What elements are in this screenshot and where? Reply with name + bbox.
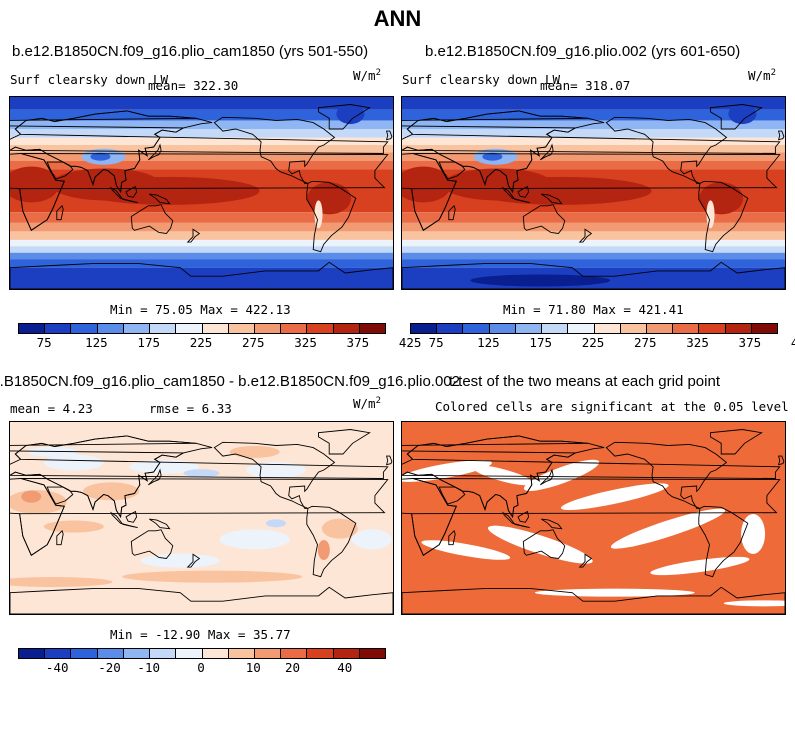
panel3-colorbar-ticks: -40 -20 -10 0 10 20 40 xyxy=(18,660,384,675)
colorbar-swatch xyxy=(489,324,516,333)
colorbar-tick-label: 325 xyxy=(686,335,709,350)
colorbar-tick-label: -10 xyxy=(137,660,160,675)
panel4-title: t-test of the two means at each grid poi… xyxy=(449,373,720,390)
panel2-colorbar xyxy=(410,323,778,334)
colorbar-swatch xyxy=(281,649,308,658)
colorbar-tick-label: 275 xyxy=(241,335,265,350)
colorbar-tick-label: 225 xyxy=(581,335,605,350)
colorbar-swatch xyxy=(123,649,151,658)
colorbar-tick-label: 125 xyxy=(477,335,500,350)
figure-title: ANN xyxy=(373,6,422,31)
panel2-map xyxy=(401,96,786,290)
colorbar-tick-label: 75 xyxy=(428,335,444,350)
colorbar-swatch xyxy=(699,324,726,333)
colorbar-swatch xyxy=(123,324,151,333)
colorbar-swatch xyxy=(19,649,46,658)
colorbar-swatch xyxy=(97,649,124,658)
colorbar-swatch xyxy=(97,324,124,333)
colorbar-swatch xyxy=(254,649,282,658)
panel1-minmax: Min = 75.05 Max = 422.13 xyxy=(110,302,291,317)
panel2-map-field xyxy=(402,97,785,289)
panel3-mean: mean = 4.23 xyxy=(10,401,93,416)
panel1-units: W/m2 xyxy=(353,68,381,84)
colorbar-swatch xyxy=(359,324,386,333)
colorbar-tick-label: 175 xyxy=(529,335,552,350)
colorbar-swatch xyxy=(333,324,360,333)
panel1-variable: Surf clearsky down LW xyxy=(10,72,169,87)
colorbar-tick-label: -20 xyxy=(98,660,121,675)
colorbar-tick-label: 0 xyxy=(197,660,205,675)
panel3-map-field xyxy=(10,422,393,614)
colorbar-swatch xyxy=(751,324,778,333)
colorbar-tick-label: 275 xyxy=(633,335,657,350)
colorbar-swatch xyxy=(176,324,203,333)
panel2-colorbar-ticks: 75 125 175 225 275 325 375 425 xyxy=(410,335,795,350)
colorbar-tick-label: 375 xyxy=(738,335,762,350)
colorbar-tick-label: 425 xyxy=(398,335,422,350)
colorbar-tick-label: 375 xyxy=(346,335,370,350)
colorbar-tick-label: 75 xyxy=(36,335,52,350)
panel2-minmax: Min = 71.80 Max = 421.41 xyxy=(503,302,684,317)
panel1-title: b.e12.B1850CN.f09_g16.plio_cam1850 (yrs … xyxy=(12,43,369,60)
panel2-title: b.e12.B1850CN.f09_g16.plio.002 (yrs 601-… xyxy=(425,43,741,60)
colorbar-swatch xyxy=(45,649,72,658)
colorbar-tick-label: 325 xyxy=(294,335,317,350)
colorbar-swatch xyxy=(150,324,177,333)
colorbar-tick-label: 225 xyxy=(189,335,213,350)
colorbar-swatch xyxy=(673,324,700,333)
colorbar-swatch xyxy=(19,324,46,333)
colorbar-swatch xyxy=(515,324,543,333)
colorbar-swatch xyxy=(150,649,177,658)
panel3-title: b.e12.B1850CN.f09_g16.plio_cam1850 - b.e… xyxy=(0,373,460,390)
colorbar-tick-label: 425 xyxy=(790,335,795,350)
panel1-map xyxy=(9,96,394,290)
colorbar-swatch xyxy=(254,324,282,333)
panel2-units: W/m2 xyxy=(748,68,776,84)
colorbar-tick-label: 40 xyxy=(337,660,353,675)
colorbar-swatch xyxy=(620,324,647,333)
colorbar-tick-label: -40 xyxy=(45,660,69,675)
colorbar-swatch xyxy=(202,649,229,658)
panel2-variable: Surf clearsky down LW xyxy=(402,72,561,87)
panel4-map xyxy=(401,421,786,615)
colorbar-swatch xyxy=(437,324,464,333)
colorbar-tick-label: 175 xyxy=(137,335,160,350)
panel1-map-field xyxy=(10,97,393,289)
colorbar-swatch xyxy=(281,324,308,333)
colorbar-swatch xyxy=(359,649,386,658)
colorbar-swatch xyxy=(542,324,569,333)
colorbar-swatch xyxy=(71,649,98,658)
panel2-mean: mean= 318.07 xyxy=(540,78,631,93)
colorbar-swatch xyxy=(71,324,98,333)
colorbar-tick-label: 20 xyxy=(284,660,301,675)
panel4-subtitle: Colored cells are significant at the 0.0… xyxy=(435,399,789,414)
panel3-minmax: Min = -12.90 Max = 35.77 xyxy=(110,627,291,642)
colorbar-swatch xyxy=(176,649,203,658)
colorbar-swatch xyxy=(307,324,334,333)
colorbar-swatch xyxy=(568,324,595,333)
colorbar-swatch xyxy=(45,324,72,333)
colorbar-tick-label: 10 xyxy=(245,660,261,675)
colorbar-swatch xyxy=(463,324,490,333)
colorbar-swatch xyxy=(307,649,334,658)
colorbar-swatch xyxy=(228,324,255,333)
panel1-mean: mean= 322.30 xyxy=(148,78,239,93)
panel3-map xyxy=(9,421,394,615)
panel3-units: W/m2 xyxy=(353,396,381,412)
panel3-rmse: rmse = 6.33 xyxy=(149,401,232,416)
colorbar-swatch xyxy=(411,324,438,333)
colorbar-tick-label: 125 xyxy=(85,335,108,350)
colorbar-swatch xyxy=(333,649,360,658)
panel1-colorbar-ticks: 75 125 175 225 275 325 375 425 xyxy=(18,335,422,350)
panel3-colorbar xyxy=(18,648,386,659)
colorbar-swatch xyxy=(228,649,255,658)
colorbar-swatch xyxy=(646,324,674,333)
panel1-colorbar xyxy=(18,323,386,334)
colorbar-swatch xyxy=(202,324,229,333)
panel4-map-field xyxy=(402,422,785,614)
colorbar-swatch xyxy=(594,324,621,333)
colorbar-swatch xyxy=(725,324,752,333)
